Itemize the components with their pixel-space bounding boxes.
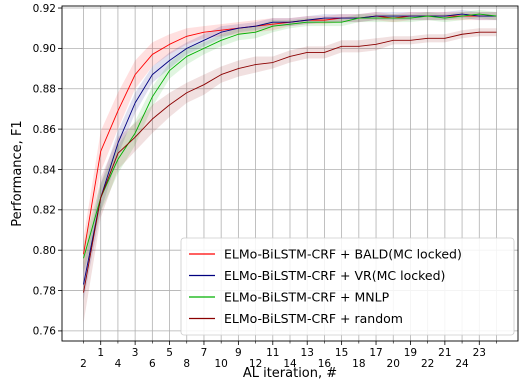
y-tick-label: 0.92 [33, 3, 56, 15]
x-tick-label: 11 [266, 347, 279, 359]
y-axis-label: Performance, F1 [10, 120, 25, 226]
x-tick-label: 1 [97, 347, 104, 359]
x-tick-label: 9 [235, 347, 242, 359]
y-tick-label: 0.84 [33, 164, 57, 176]
series-line-3 [83, 31, 497, 293]
x-tick-label: 21 [438, 347, 451, 359]
legend-label-1: ELMo-BiLSTM-CRF + VR(MC locked) [224, 268, 445, 283]
x-minor-tick-label: 8 [183, 358, 190, 370]
x-tick-label: 7 [201, 347, 208, 359]
y-tick-label: 0.76 [33, 326, 57, 338]
x-minor-tick-label: 10 [214, 358, 227, 370]
legend-label-3: ELMo-BiLSTM-CRF + random [224, 311, 403, 326]
x-minor-tick-label: 22 [421, 358, 434, 370]
x-tick-label: 13 [301, 347, 314, 359]
x-axis-label: AL iteration, # [243, 366, 337, 381]
series-line-2 [83, 13, 497, 259]
legend-box [180, 237, 515, 336]
legend-label-2: ELMo-BiLSTM-CRF + MNLP [224, 290, 390, 305]
x-minor-tick-label: 14 [283, 358, 297, 370]
x-minor-tick-label: 20 [387, 358, 400, 370]
x-minor-tick-label: 4 [115, 358, 122, 370]
axis-ticks [58, 7, 497, 345]
y-tick-label: 0.78 [33, 285, 56, 297]
tick-labels: 1 3 5 7 9 11 13 15 17 19 21 232 4 6 8 10 12 14 16 18 20 22 240… [33, 3, 486, 370]
x-tick-label: 3 [132, 347, 139, 359]
y-tick-label: 0.86 [33, 124, 57, 136]
y-tick-label: 0.82 [33, 205, 56, 217]
legend: ELMo-BiLSTM-CRF + BALD(MC locked) ELMo-Bi… [180, 237, 515, 336]
x-minor-tick-label: 6 [149, 358, 156, 370]
x-tick-label: 19 [404, 347, 417, 359]
x-tick-label: 5 [166, 347, 173, 359]
y-tick-label: 0.88 [33, 84, 56, 96]
confidence-bands [83, 10, 497, 323]
series-band-3 [83, 28, 497, 323]
x-minor-tick-label: 24 [455, 358, 469, 370]
x-minor-tick-label: 12 [249, 358, 262, 370]
x-minor-tick-label: 2 [80, 358, 87, 370]
x-minor-tick-label: 16 [318, 358, 332, 370]
x-tick-label: 15 [335, 347, 348, 359]
y-tick-label: 0.80 [33, 245, 56, 257]
legend-label-0: ELMo-BiLSTM-CRF + BALD(MC locked) [224, 247, 462, 262]
x-tick-label: 23 [473, 347, 486, 359]
x-minor-tick-label: 18 [352, 358, 365, 370]
series-lines [83, 13, 497, 293]
x-tick-label: 17 [369, 347, 382, 359]
y-tick-label: 0.90 [33, 43, 56, 55]
